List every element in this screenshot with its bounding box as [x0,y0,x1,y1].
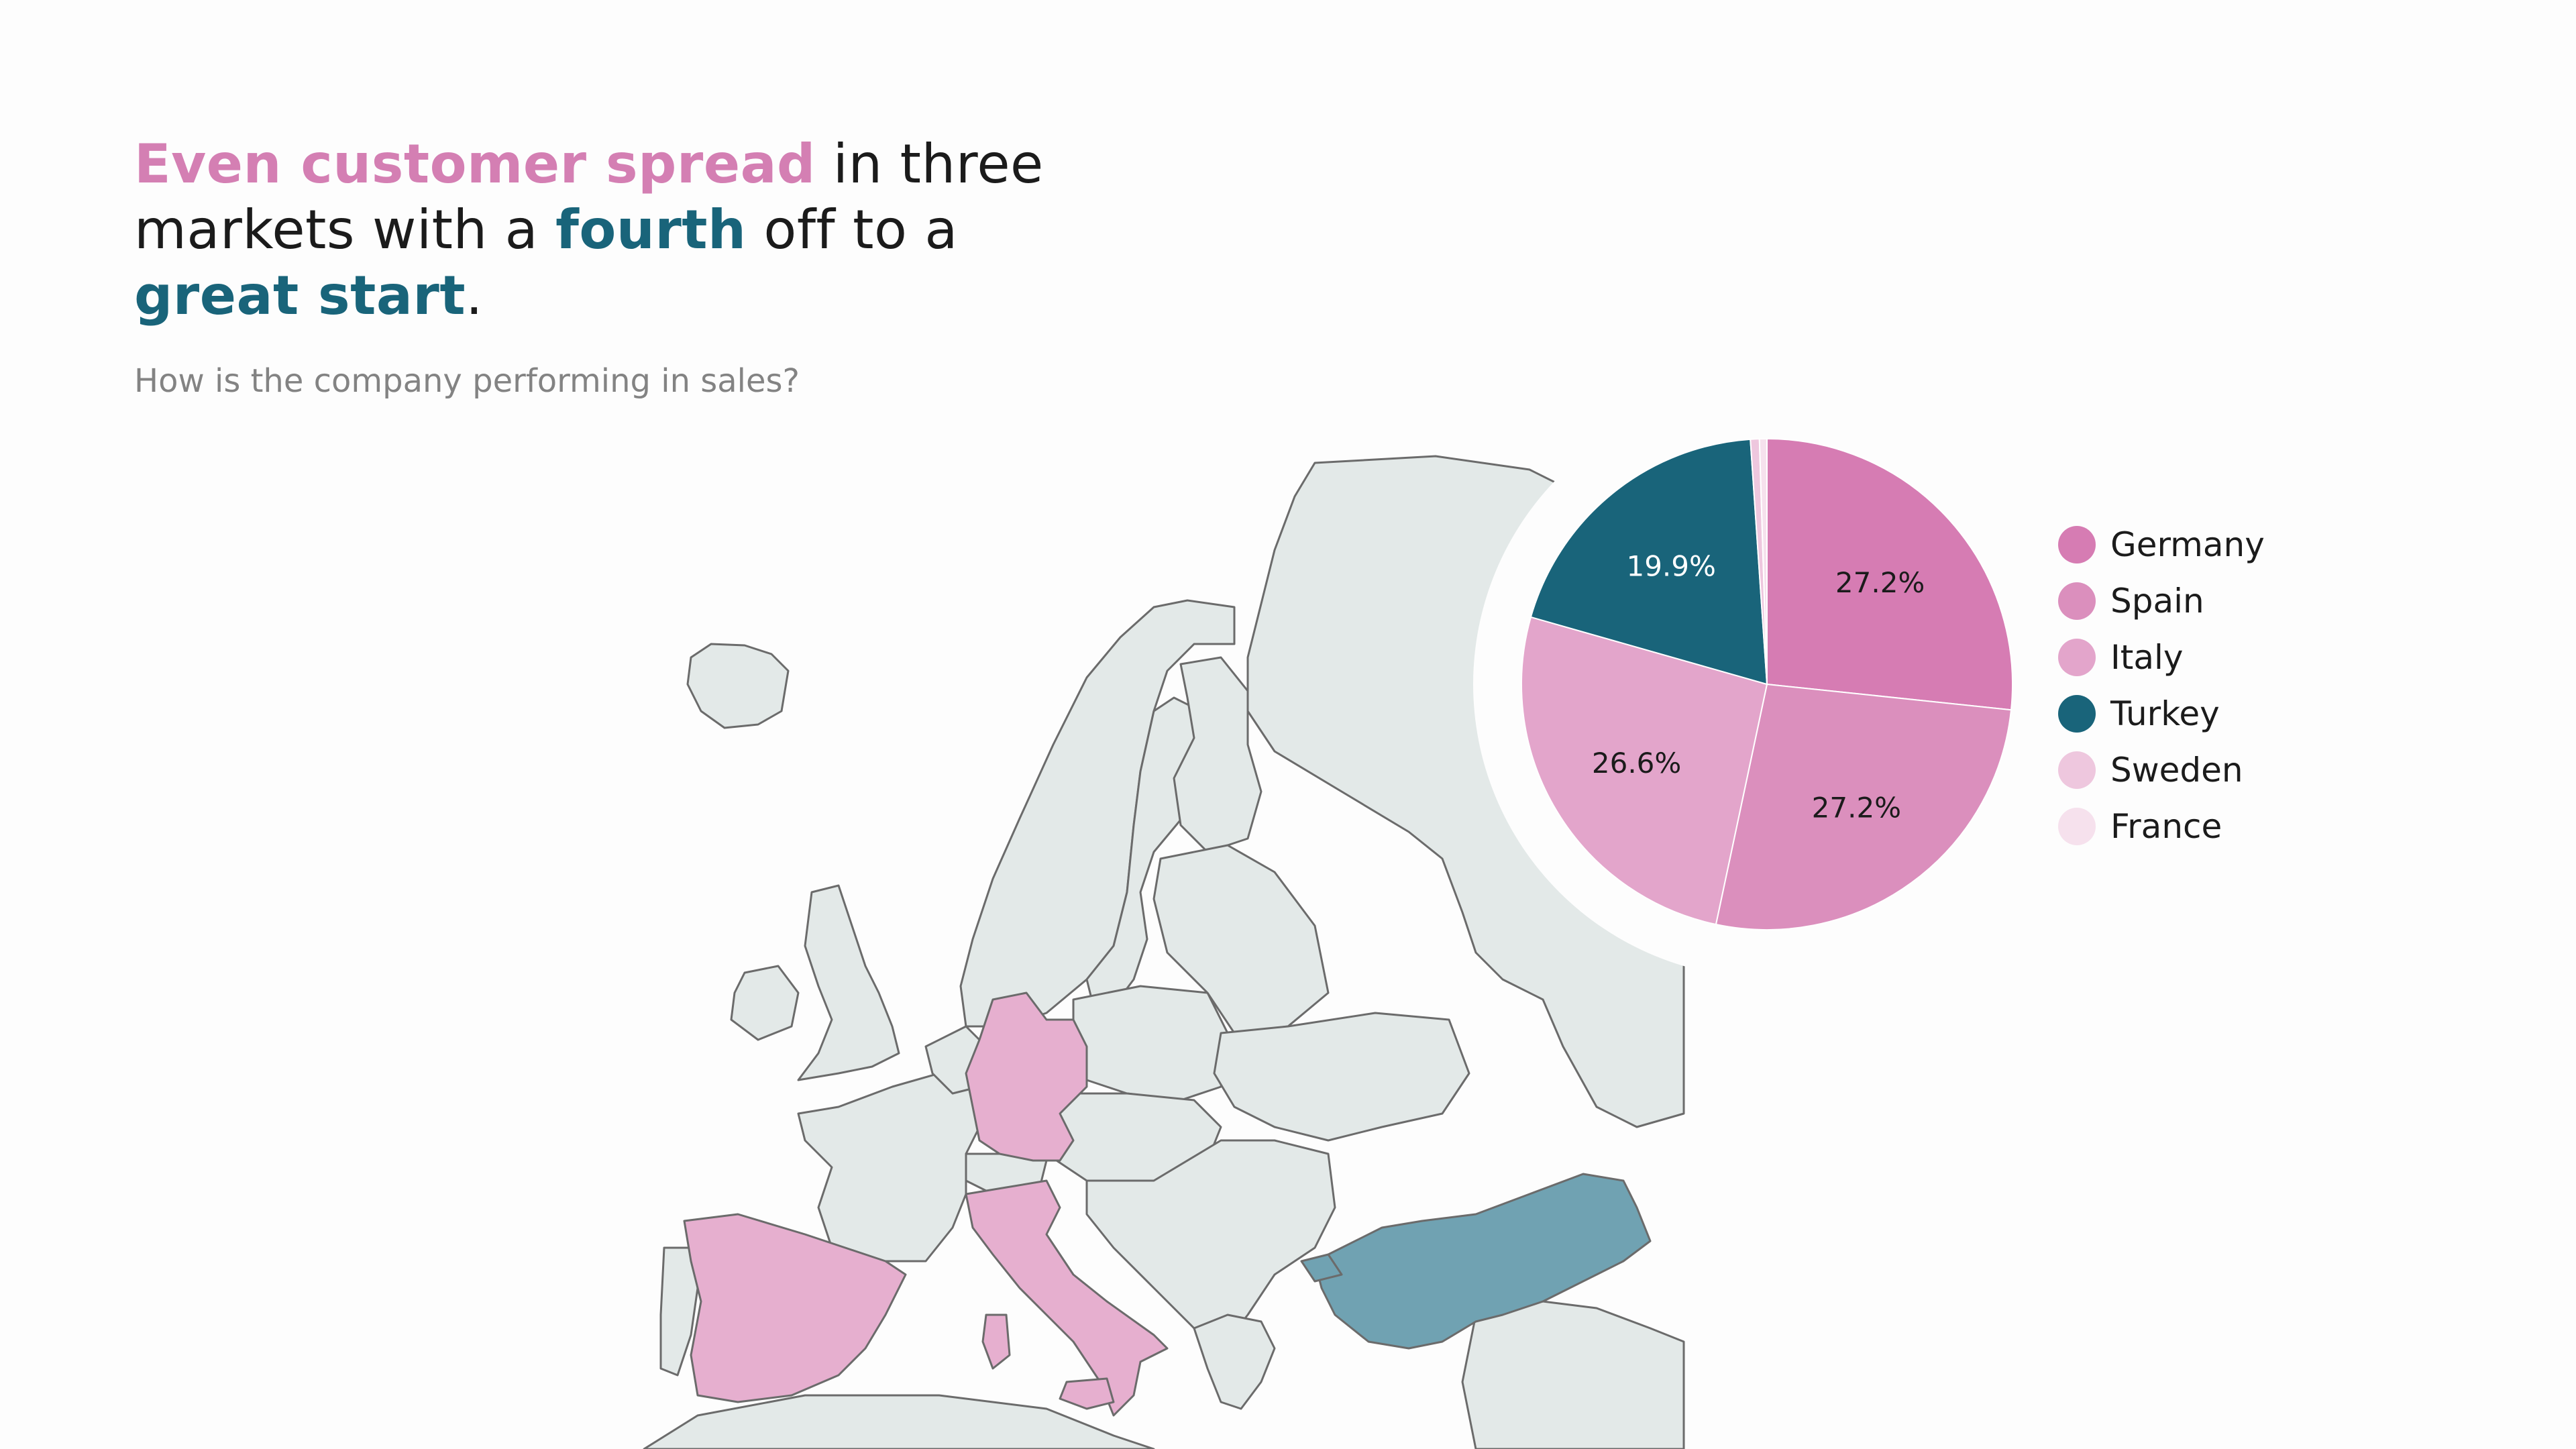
title-period: . [466,264,484,327]
legend-item-germany: Germany [2058,517,2265,573]
map-country-turkey-thrace [1300,1253,1343,1283]
legend-label: Italy [2110,638,2184,677]
legend-swatch [2058,695,2096,733]
title-highlight-even-spread: Even customer spread [134,133,816,195]
map-country-ukraine [1213,1012,1470,1142]
legend-swatch [2058,526,2096,564]
pie-label-spain: 27.2% [1812,792,1901,824]
legend-swatch [2058,808,2096,845]
legend-swatch [2058,582,2096,620]
legend-item-spain: Spain [2058,573,2265,629]
legend-label: Germany [2110,525,2265,564]
pie-slices [1521,437,2013,930]
map-country-italy-sardinia [981,1313,1011,1370]
legend-item-france: France [2058,798,2265,855]
map-country-france [797,1072,987,1263]
map-country-turkey [1313,1173,1652,1350]
legend-swatch [2058,639,2096,676]
legend-item-italy: Italy [2058,629,2265,686]
title-highlight-fourth: fourth [555,199,747,261]
legend-label: Spain [2110,582,2204,621]
map-country-greece [1193,1313,1276,1410]
title-text-2: off to a [746,199,958,261]
map-country-north-africa [643,1394,1155,1449]
legend-label: Turkey [2110,694,2220,733]
pie-legend: Germany Spain Italy Turkey Sweden France [2058,517,2265,855]
map-country-iceland [686,643,790,729]
legend-swatch [2058,751,2096,789]
legend-item-turkey: Turkey [2058,686,2265,742]
map-country-germany [965,991,1088,1162]
page-title: Even customer spread in three markets wi… [134,131,1073,329]
map-country-ireland [730,965,800,1041]
pie-slice-spain [1715,683,2012,930]
title-text-1: in three markets with a [134,133,1044,261]
map-country-spain [683,1213,907,1403]
pie-slice-france [1758,437,1768,685]
title-highlight-great-start: great start [134,264,466,327]
legend-label: Sweden [2110,751,2243,790]
legend-label: France [2110,807,2222,846]
pie-slice-germany [1766,437,2013,711]
pie-labels: 27.2% 27.2% 26.6% 19.9% [1592,550,1925,824]
map-country-balkans [1085,1139,1336,1350]
map-country-italy-sicily [1059,1377,1115,1410]
pie-label-turkey: 19.9% [1626,550,1715,583]
page-subtitle: How is the company performing in sales? [134,362,800,400]
map-country-uk [797,884,900,1081]
pie-slice-turkey [1529,438,1768,686]
pie-label-germany: 27.2% [1835,566,1925,599]
pie-label-italy: 26.6% [1592,747,1681,780]
map-country-italy [965,1179,1169,1417]
pie-slice-italy [1521,616,1768,926]
legend-item-sweden: Sweden [2058,742,2265,798]
map-country-middle-east [1461,1300,1685,1449]
